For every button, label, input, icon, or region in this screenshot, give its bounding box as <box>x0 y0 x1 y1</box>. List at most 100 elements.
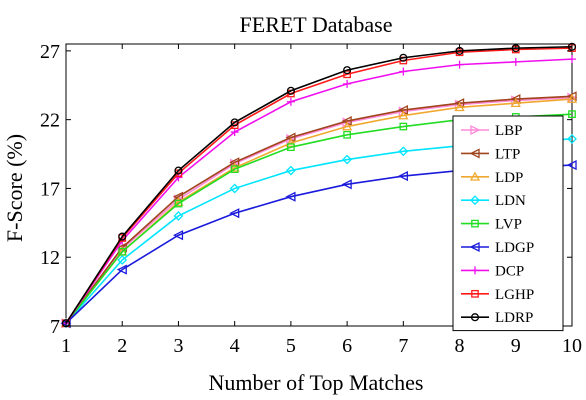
data-point <box>285 165 296 176</box>
legend-marker <box>471 219 479 228</box>
data-point <box>455 60 464 69</box>
data-point <box>116 264 127 275</box>
y-tick-label: 27 <box>40 41 60 63</box>
data-point <box>229 162 240 172</box>
legend-label: LVP <box>495 217 522 233</box>
legend-marker <box>470 313 480 322</box>
data-point <box>341 179 352 190</box>
data-point <box>343 130 351 139</box>
legend-label: LBP <box>495 123 523 139</box>
data-point <box>229 208 240 219</box>
series-line <box>65 47 573 324</box>
data-point <box>342 121 353 131</box>
data-point <box>343 79 352 88</box>
x-tick-label: 6 <box>342 335 352 357</box>
legend-marker <box>469 241 480 253</box>
data-point <box>174 166 183 175</box>
data-point <box>117 255 128 265</box>
series-line <box>65 45 573 324</box>
data-point <box>397 171 408 182</box>
y-tick-label: 12 <box>40 247 60 269</box>
legend-marker <box>470 124 481 136</box>
series-line <box>65 96 573 324</box>
legend-label: LDGP <box>495 240 534 256</box>
data-point <box>286 97 295 106</box>
legend-item-ldp: LDP <box>461 170 523 186</box>
data-point <box>61 319 71 328</box>
data-point <box>342 154 353 165</box>
data-point <box>172 230 184 241</box>
data-point <box>229 183 240 194</box>
y-tick-label: 17 <box>40 178 60 200</box>
x-tick-label: 5 <box>286 335 296 357</box>
data-point <box>399 122 408 131</box>
data-point <box>567 42 577 51</box>
data-point <box>343 66 352 75</box>
data-point <box>568 55 576 64</box>
y-axis-label: F-Score (%) <box>2 134 27 242</box>
data-point <box>118 247 127 256</box>
data-point <box>285 191 296 202</box>
data-point <box>454 101 465 112</box>
data-point <box>566 93 578 103</box>
data-point <box>398 146 409 157</box>
data-point <box>568 110 576 119</box>
legend: LBP LTP LDP LDN LVP LDGP DCP LGHP LDRP <box>452 115 564 332</box>
x-tick-label: 3 <box>173 335 183 357</box>
data-point <box>174 199 183 208</box>
data-point <box>398 110 409 120</box>
data-point <box>454 98 465 109</box>
legend-label: LTP <box>495 146 520 162</box>
legend-item-dcp: DCP <box>461 263 524 279</box>
data-point <box>566 160 577 171</box>
legend-item-ldrp: LDRP <box>461 310 533 326</box>
y-tick-label: 7 <box>50 316 60 338</box>
legend-label: DCP <box>495 263 524 279</box>
legend-label: LDN <box>495 193 526 209</box>
legend-item-lvp: LVP <box>461 217 522 233</box>
x-tick-label: 9 <box>511 335 521 357</box>
legend-item-ltp: LTP <box>461 146 520 162</box>
legend-marker <box>470 195 480 206</box>
legend-marker <box>469 171 481 181</box>
data-point <box>287 143 295 152</box>
data-point <box>286 86 295 95</box>
series-line <box>65 95 573 324</box>
legend-item-lghp: LGHP <box>461 287 534 303</box>
legend-label: LDRP <box>495 310 533 326</box>
series-line <box>65 58 573 324</box>
data-point <box>230 118 239 127</box>
data-point <box>399 53 408 62</box>
data-point <box>230 165 239 174</box>
legend-marker <box>469 148 480 159</box>
data-point <box>510 93 521 105</box>
data-point <box>118 232 127 241</box>
series-ldrp <box>61 42 577 328</box>
data-point <box>173 211 184 221</box>
legend-item-ldn: LDN <box>461 193 526 209</box>
legend-label: LDP <box>495 170 523 186</box>
data-point <box>343 70 351 79</box>
data-point <box>285 137 296 147</box>
y-tick-label: 22 <box>40 110 60 132</box>
legend-item-ldgp: LDGP <box>461 240 534 256</box>
data-point <box>511 57 520 66</box>
data-point <box>399 67 408 76</box>
x-tick-label: 7 <box>398 335 408 357</box>
legend-label: LGHP <box>495 287 534 303</box>
legend-item-lbp: LBP <box>461 123 523 139</box>
legend-marker <box>471 289 479 298</box>
series-layer <box>60 42 578 329</box>
data-point <box>230 128 239 137</box>
x-tick-label: 10 <box>562 335 582 357</box>
x-axis-label: Number of Top Matches <box>209 370 424 395</box>
chart-title: FERET Database <box>240 12 393 37</box>
x-tick-label: 2 <box>117 335 127 357</box>
data-point <box>567 133 577 144</box>
data-point <box>510 97 521 108</box>
x-tick-label: 4 <box>230 335 240 357</box>
x-tick-label: 1 <box>61 335 71 357</box>
x-tick-label: 8 <box>455 335 465 357</box>
